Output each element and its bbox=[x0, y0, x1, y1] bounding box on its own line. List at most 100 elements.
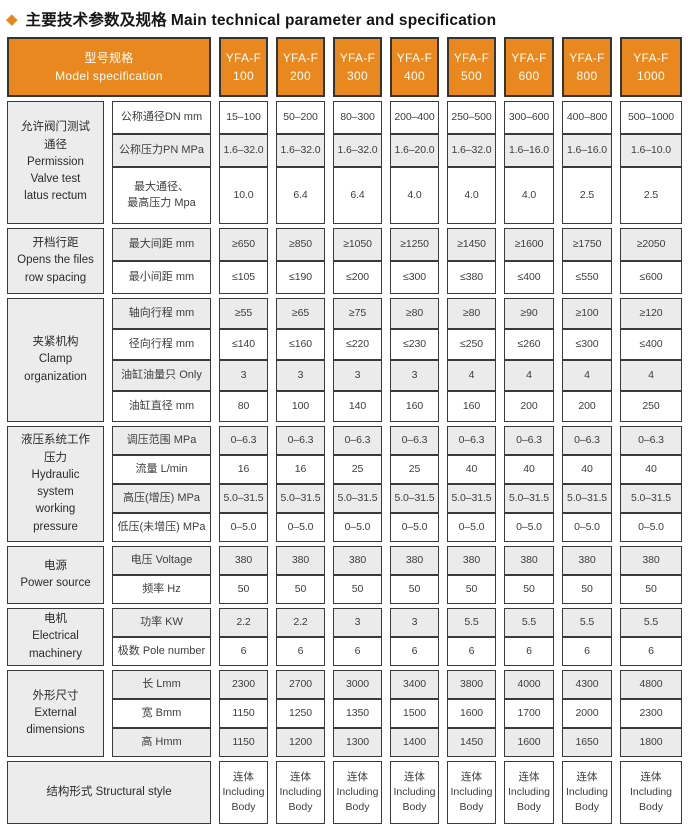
table-cell: 1.6–32.0 bbox=[447, 134, 496, 167]
row-group-clamp: 夹紧机构 Clamp organization 轴向行程 mm ≥55 ≥65 ≥7… bbox=[7, 298, 683, 422]
model-header-cell: YFA-F 200 bbox=[276, 37, 325, 97]
model-spec-en: Model specification bbox=[55, 69, 163, 83]
table-cell: 0–6.3 bbox=[562, 426, 612, 455]
table-cell: 200–400 bbox=[390, 101, 439, 134]
table-cell: 16 bbox=[219, 455, 268, 484]
table-cell: 380 bbox=[333, 546, 382, 575]
table-cell: 40 bbox=[504, 455, 554, 484]
model-spec-header-cell: 型号规格 Model specification bbox=[7, 37, 211, 97]
table-cell: 1350 bbox=[333, 699, 382, 728]
table-cell: 380 bbox=[447, 546, 496, 575]
table-cell: ≥65 bbox=[276, 298, 325, 329]
table-cell: 0–5.0 bbox=[447, 513, 496, 542]
table-cell: 0–6.3 bbox=[447, 426, 496, 455]
table-cell: 6 bbox=[504, 637, 554, 666]
param-label: 高压(增压) MPa bbox=[112, 484, 211, 513]
table-cell: ≥90 bbox=[504, 298, 554, 329]
table-cell: 3800 bbox=[447, 670, 496, 699]
table-cell: 5.0–31.5 bbox=[562, 484, 612, 513]
table-cell: 4 bbox=[620, 360, 682, 391]
param-label: 轴向行程 mm bbox=[112, 298, 211, 329]
structural-style-cell: 连体 Including Body bbox=[390, 761, 439, 824]
param-label: 长 Lmm bbox=[112, 670, 211, 699]
param-label: 低压(未增压) MPa bbox=[112, 513, 211, 542]
model-header-cell: YFA-F 300 bbox=[333, 37, 382, 97]
table-cell: 0–5.0 bbox=[504, 513, 554, 542]
table-cell: ≤400 bbox=[620, 329, 682, 360]
table-cell: 5.0–31.5 bbox=[390, 484, 439, 513]
table-cell: 6 bbox=[390, 637, 439, 666]
table-cell: ≤230 bbox=[390, 329, 439, 360]
table-cell: 380 bbox=[390, 546, 439, 575]
table-cell: ≤200 bbox=[333, 261, 382, 294]
group-label: 允许阀门测试 通径 Permission Valve test latus re… bbox=[7, 101, 104, 224]
table-cell: ≤400 bbox=[504, 261, 554, 294]
group-label: 电源 Power source bbox=[7, 546, 104, 604]
table-cell: 1600 bbox=[447, 699, 496, 728]
table-cell: 5.0–31.5 bbox=[276, 484, 325, 513]
structural-style-cell: 连体 Including Body bbox=[219, 761, 268, 824]
table-cell: 4.0 bbox=[504, 167, 554, 224]
table-cell: 80–300 bbox=[333, 101, 382, 134]
table-cell: 1400 bbox=[390, 728, 439, 757]
table-cell: 4 bbox=[562, 360, 612, 391]
table-cell: 1.6–16.0 bbox=[562, 134, 612, 167]
table-cell: ≥75 bbox=[333, 298, 382, 329]
table-cell: 1200 bbox=[276, 728, 325, 757]
table-cell: 6.4 bbox=[333, 167, 382, 224]
table-cell: ≥1050 bbox=[333, 228, 382, 261]
structural-style-cell: 连体 Including Body bbox=[620, 761, 682, 824]
table-cell: ≥55 bbox=[219, 298, 268, 329]
param-label: 电压 Voltage bbox=[112, 546, 211, 575]
table-cell: 2.5 bbox=[620, 167, 682, 224]
group-label: 液压系统工作 压力 Hydraulic system working press… bbox=[7, 426, 104, 542]
param-label: 油缸油量只 Only bbox=[112, 360, 211, 391]
table-cell: 400–800 bbox=[562, 101, 612, 134]
table-cell: 1.6–32.0 bbox=[276, 134, 325, 167]
table-cell: 0–6.3 bbox=[504, 426, 554, 455]
table-cell: 16 bbox=[276, 455, 325, 484]
table-cell: 380 bbox=[276, 546, 325, 575]
table-cell: ≤250 bbox=[447, 329, 496, 360]
group-label: 开档行距 Opens the files row spacing bbox=[7, 228, 104, 294]
table-cell: 6 bbox=[447, 637, 496, 666]
structural-style-cell: 连体 Including Body bbox=[504, 761, 554, 824]
table-cell: 380 bbox=[219, 546, 268, 575]
table-cell: 50 bbox=[390, 575, 439, 604]
table-cell: 0–6.3 bbox=[620, 426, 682, 455]
spec-table: 型号规格 Model specification YFA-F 100 YFA-F 2… bbox=[7, 37, 683, 824]
row-group-dimensions: 外形尺寸 External dimensions 长 Lmm 2300 2700 3… bbox=[7, 670, 683, 757]
table-cell: 100 bbox=[276, 391, 325, 422]
table-cell: 2.2 bbox=[276, 608, 325, 637]
row-group-motor: 电机 Electrical machinery 功率 KW 2.2 2.2 3 3 5.… bbox=[7, 608, 683, 666]
table-cell: ≥1250 bbox=[390, 228, 439, 261]
structural-style-label: 结构形式 Structural style bbox=[7, 761, 211, 824]
table-cell: ≤300 bbox=[562, 329, 612, 360]
table-cell: 160 bbox=[447, 391, 496, 422]
table-cell: 380 bbox=[504, 546, 554, 575]
table-cell: ≥1600 bbox=[504, 228, 554, 261]
table-cell: 25 bbox=[390, 455, 439, 484]
model-header-cell: YFA-F 100 bbox=[219, 37, 268, 97]
table-cell: ≥650 bbox=[219, 228, 268, 261]
param-label: 调压范围 MPa bbox=[112, 426, 211, 455]
table-cell: 2700 bbox=[276, 670, 325, 699]
table-cell: 4800 bbox=[620, 670, 682, 699]
table-cell: 5.0–31.5 bbox=[447, 484, 496, 513]
table-cell: 1500 bbox=[390, 699, 439, 728]
table-cell: 50 bbox=[276, 575, 325, 604]
param-label: 公称通径DN mm bbox=[112, 101, 211, 134]
table-cell: 1.6–10.0 bbox=[620, 134, 682, 167]
model-header-cell: YFA-F 800 bbox=[562, 37, 612, 97]
param-label: 最大间距 mm bbox=[112, 228, 211, 261]
table-cell: 160 bbox=[390, 391, 439, 422]
table-cell: 3 bbox=[219, 360, 268, 391]
table-cell: 0–6.3 bbox=[219, 426, 268, 455]
table-cell: 25 bbox=[333, 455, 382, 484]
table-cell: 0–6.3 bbox=[276, 426, 325, 455]
table-cell: 4.0 bbox=[447, 167, 496, 224]
table-cell: 1.6–20.0 bbox=[390, 134, 439, 167]
table-cell: 5.5 bbox=[620, 608, 682, 637]
table-cell: 1.6–16.0 bbox=[504, 134, 554, 167]
table-cell: 4 bbox=[504, 360, 554, 391]
